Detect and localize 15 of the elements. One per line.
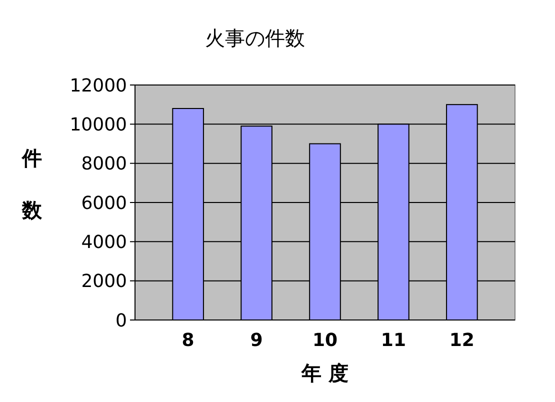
x-tick-label: 11 bbox=[380, 330, 406, 351]
x-tick-label: 8 bbox=[182, 330, 194, 351]
text: 件数 bbox=[22, 146, 42, 222]
x-tick-label: 10 bbox=[312, 330, 338, 351]
chart-title: 火事の件数 bbox=[205, 26, 305, 50]
y-tick-label: 8000 bbox=[81, 154, 127, 175]
y-tick-label: 0 bbox=[116, 310, 127, 332]
x-axis-title: 年 度 bbox=[300, 361, 348, 385]
y-tick-label: 2000 bbox=[81, 271, 127, 292]
y-tick-label: 12000 bbox=[70, 75, 127, 96]
y-tick-label: 10000 bbox=[70, 114, 127, 136]
y-tick-label: 4000 bbox=[81, 232, 127, 253]
y-tick-label: 6000 bbox=[81, 192, 127, 214]
x-tick-label: 12 bbox=[449, 330, 474, 351]
x-tick-label: 9 bbox=[250, 330, 263, 351]
